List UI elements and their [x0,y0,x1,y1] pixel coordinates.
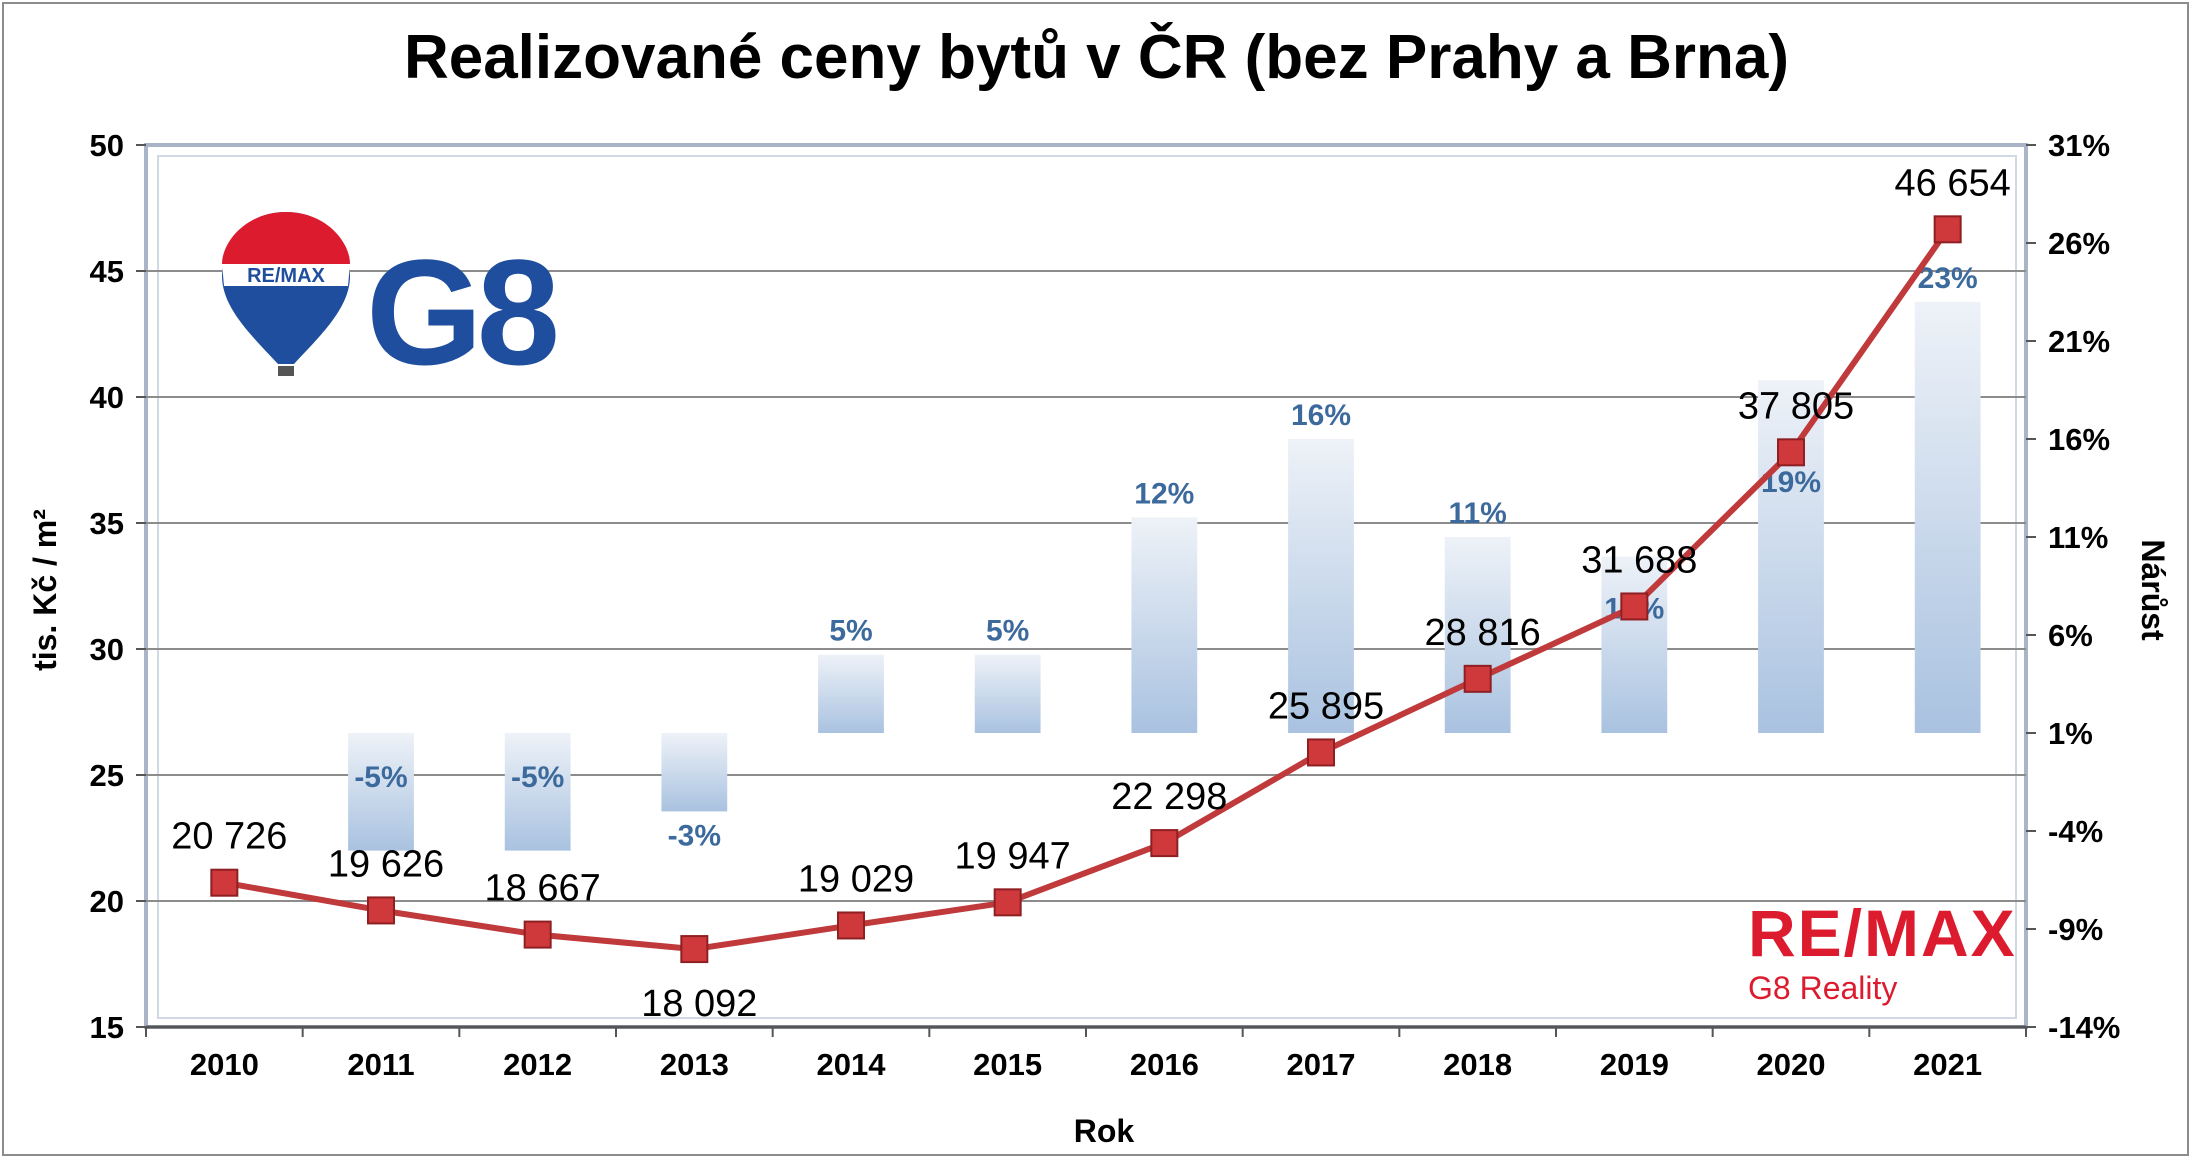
price-label: 46 654 [1895,162,2011,204]
growth-label: 5% [829,615,872,648]
y-tick-label: 50 [90,128,124,163]
price-marker [680,935,709,964]
x-tick-label: 2014 [817,1047,887,1082]
growth-bar [1914,301,1981,733]
price-label: 19 947 [955,835,1071,877]
x-tick-label: 2017 [1287,1047,1356,1082]
x-axis-title: Rok [1074,1113,1135,1149]
growth-bar [1444,537,1511,733]
growth-label: 23% [1918,262,1978,295]
price-label: 19 626 [328,843,444,885]
x-tick-label: 2011 [347,1047,414,1082]
growth-label: 16% [1291,399,1351,432]
y-tick-label: 45 [90,254,124,289]
growth-bar [974,654,1041,733]
growth-bar [1288,439,1354,733]
growth-label: 11% [1448,497,1506,530]
gridlines [146,270,2026,902]
y-tick-label: 30 [90,632,124,667]
x-tick-label: 2010 [190,1047,259,1082]
y2-tick-label: 11% [2048,520,2108,555]
price-marker [837,911,865,940]
price-marker [210,868,239,897]
growth-bar [818,654,884,733]
y2-tick-label: 1% [2048,716,2093,751]
growth-label: -3% [668,819,721,852]
price-marker [993,888,1022,917]
price-label: 19 029 [798,858,914,900]
y-tick-label: 20 [90,884,124,919]
price-marker [1620,592,1649,621]
y-tick-label: 25 [90,758,124,793]
price-marker [367,896,395,925]
y2-tick-label: 21% [2048,324,2110,359]
price-label: 18 667 [485,868,601,910]
growth-bar [348,733,414,851]
remax-logo: RE/MAX G8 Reality [1748,896,2017,1007]
growth-bar [504,733,571,851]
y-axis-title: tis. Kč / m² [27,509,63,671]
x-tick-label: 2015 [973,1047,1042,1082]
balloon-text: RE/MAX [247,265,325,287]
y2-tick-label: 31% [2048,128,2110,163]
x-tick-label: 2019 [1600,1047,1669,1082]
growth-label: 12% [1134,477,1194,510]
growth-bar [1131,517,1198,733]
y2-axis-title: Nárůst [2135,539,2171,641]
price-label: 18 092 [641,983,757,1025]
price-marker [1463,664,1492,693]
growth-bar [1758,380,1824,733]
price-marker [523,920,552,949]
price-label: 37 805 [1738,385,1854,427]
y-tick-label: 15 [90,1010,124,1045]
price-label: 25 895 [1268,685,1384,727]
growth-label: -5% [354,761,407,794]
x-tick-label: 2013 [660,1047,729,1082]
plot-area-inner [157,155,2017,1019]
growth-label: 5% [986,615,1029,648]
x-tick-label: 2018 [1443,1047,1512,1082]
price-marker [1307,738,1335,767]
y2-tick-label: -4% [2048,814,2103,849]
remax-subtitle: G8 Reality [1748,970,1898,1006]
g8-text: G8 [366,228,556,384]
growth-labels: -5%-5%-3%5%5%12%16%11%10%19%23% [354,262,1977,853]
y2-tick-label: 6% [2048,618,2093,653]
price-label: 31 688 [1581,539,1697,581]
price-marker [1933,215,1962,244]
y-tick-label: 40 [90,380,124,415]
x-tick-label: 2020 [1757,1047,1826,1082]
x-tick-label: 2012 [503,1047,572,1082]
axes: 15 20 25 30 35 40 45 50 -14% -9% -4% 1% 6% 11% 16% 21% 2… [90,128,2121,1082]
g8-logo: RE/MAX G8 [222,212,562,384]
price-label: 28 816 [1425,612,1541,654]
y-tick-label: 35 [90,506,124,541]
x-tick-label: 2016 [1130,1047,1199,1082]
balloon-icon: RE/MAX [222,212,350,376]
x-tick-label: 2021 [1913,1047,1982,1082]
y2-tick-label: 16% [2048,422,2110,457]
y2-tick-label: -14% [2048,1010,2120,1045]
remax-wordmark: RE/MAX [1748,896,2017,970]
price-marker [1777,438,1805,467]
price-label: 22 298 [1111,776,1227,818]
growth-bars [348,301,1981,851]
y2-tick-label: 26% [2048,226,2110,261]
growth-bar [661,733,728,812]
price-labels: 20 726 19 626 18 667 18 092 19 029 19 947 22 2… [171,162,2011,1025]
y2-tick-label: -9% [2048,912,2103,947]
growth-label: -5% [511,761,564,794]
price-line [210,215,1962,964]
price-line-path [223,227,1951,953]
price-label: 20 726 [171,816,287,858]
price-marker [1150,829,1179,858]
chart-title: Realizované ceny bytů v ČR (bez Prahy a … [403,23,1790,92]
